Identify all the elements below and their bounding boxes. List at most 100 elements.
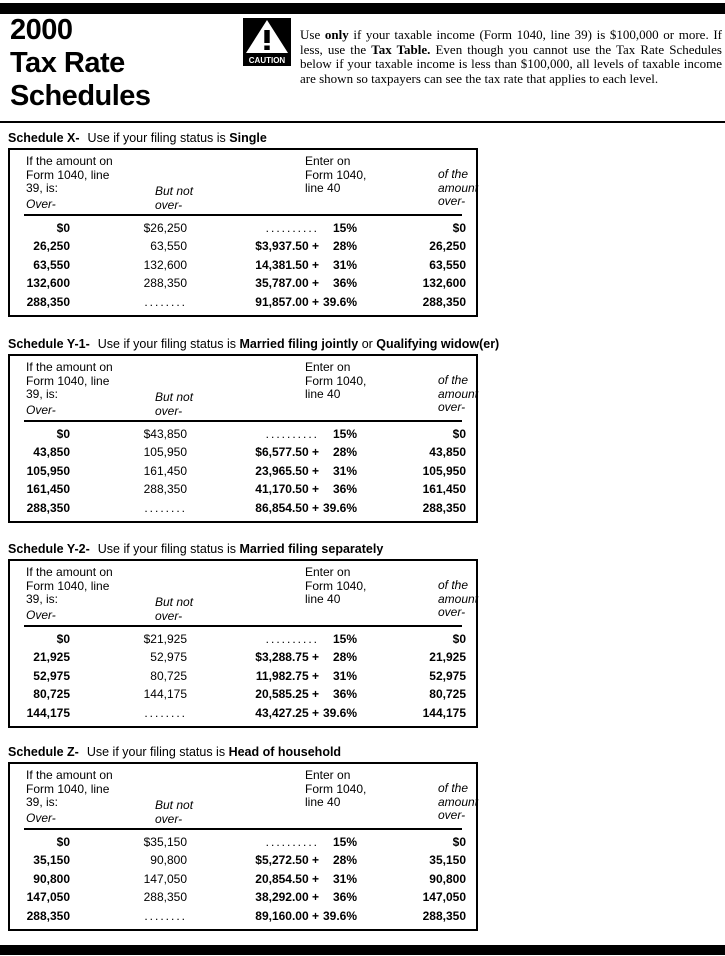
cell-tax-rate: 36% [332, 276, 357, 291]
cell-but-not-over: 52,975 [150, 650, 187, 665]
table-row: 35,150 90,800 $5,272.50 + 28% 35,150 [20, 851, 466, 869]
cell-but-not-over: 80,725 [150, 668, 187, 683]
table-row: 21,925 52,975 $3,288.75 + 28% 21,925 [20, 648, 466, 666]
table-row: 63,550 132,600 14,381.50 + 31% 63,550 [20, 256, 466, 274]
cell-tax-base: $3,288.75 + [255, 650, 319, 665]
cell-over: 43,850 [33, 445, 70, 460]
table-body: $0 $35,150 .......... 15% $0 35,150 90,8… [10, 830, 476, 929]
caution-icon: CAUTION [243, 18, 291, 66]
column-label-enter-on: Enter on Form 1040, line 40 [305, 360, 367, 401]
schedule-label: Schedule Y-1- [8, 337, 90, 351]
schedule-y1-table: If the amount on Form 1040, line 39, is: O… [8, 354, 478, 523]
cell-tax-rate: 28% [332, 853, 357, 868]
cell-of-amount: 288,350 [422, 500, 466, 515]
cell-of-amount: 132,600 [422, 276, 466, 291]
cell-of-amount: 288,350 [422, 294, 466, 309]
cell-tax-rate: 39.6% [322, 294, 357, 309]
schedule-x-table: If the amount on Form 1040, line 39, is: O… [8, 148, 478, 317]
cell-over: 161,450 [26, 482, 70, 497]
cell-over: 35,150 [33, 853, 70, 868]
cell-but-not-over: $26,250 [143, 221, 187, 235]
schedule-label: Schedule X- [8, 131, 80, 145]
cell-over: 21,925 [33, 650, 70, 665]
cell-of-amount: $0 [452, 632, 466, 646]
cell-tax-base: 14,381.50 + [255, 257, 319, 272]
schedule-y1-section: Schedule Y-1- Use if your filing status i… [8, 337, 499, 523]
cell-of-amount: 161,450 [422, 482, 466, 497]
cell-tax-rate: 36% [332, 687, 357, 702]
cell-tax-rate: 15% [332, 632, 357, 646]
cell-of-amount: 90,800 [429, 871, 466, 886]
top-rule-bar [0, 3, 725, 14]
column-label-enter-on: Enter on Form 1040, line 40 [305, 565, 367, 606]
cell-tax-base: 86,854.50 + [255, 500, 319, 515]
cell-of-amount: 63,550 [429, 257, 466, 272]
cell-but-not-over: ........ [144, 908, 187, 923]
cell-over: 63,550 [33, 257, 70, 272]
cell-of-amount: 35,150 [429, 853, 466, 868]
table-body: $0 $26,250 .......... 15% $0 26,250 63,5… [10, 216, 476, 315]
table-header: If the amount on Form 1040, line 39, is: O… [10, 764, 478, 830]
header-separator [24, 625, 462, 627]
cell-tax-rate: 15% [332, 221, 357, 235]
cell-but-not-over: 161,450 [143, 463, 187, 478]
schedule-label: Schedule Y-2- [8, 542, 90, 556]
cell-but-not-over: $43,850 [143, 427, 187, 441]
masthead-divider [0, 121, 725, 123]
table-header: If the amount on Form 1040, line 39, is: O… [10, 356, 479, 422]
cell-tax-rate: 28% [332, 239, 357, 254]
cell-tax-base: 89,160.00 + [255, 908, 319, 923]
cell-tax-rate: 39.6% [322, 908, 357, 923]
cell-but-not-over: 132,600 [143, 257, 187, 272]
cell-tax-base: $6,577.50 + [255, 445, 319, 460]
cell-of-amount: 26,250 [429, 239, 466, 254]
cell-tax-base: 41,170.50 + [255, 482, 319, 497]
column-label-but-not-over: But not over- [155, 798, 194, 826]
table-row: 144,175 ........ 43,427.25 + 39.6% 144,1… [20, 704, 466, 722]
table-row: 288,350 ........ 89,160.00 + 39.6% 288,3… [20, 907, 466, 925]
cell-over: 288,350 [26, 500, 70, 515]
column-label-but-not-over: But not over- [155, 184, 194, 212]
schedule-z-table: If the amount on Form 1040, line 39, is: O… [8, 762, 478, 931]
filing-status-2: Qualifying widow(er) [376, 337, 500, 351]
cell-tax-rate: 36% [332, 482, 357, 497]
schedule-label: Schedule Z- [8, 745, 79, 759]
column-label-but-not-over: But not over- [155, 390, 194, 418]
cell-tax-base: $3,937.50 + [255, 239, 319, 254]
cell-tax-rate: 31% [332, 257, 357, 272]
table-row: 43,850 105,950 $6,577.50 + 28% 43,850 [20, 443, 466, 461]
cell-but-not-over: ........ [144, 705, 187, 720]
cell-tax-base: 20,854.50 + [255, 871, 319, 886]
header-separator [24, 214, 462, 216]
cell-tax-rate: 31% [332, 668, 357, 683]
filing-status: Single [229, 131, 267, 145]
schedule-x-section: Schedule X- Use if your filing status is … [8, 131, 478, 317]
cell-but-not-over: 288,350 [143, 276, 187, 291]
cell-over: 147,050 [26, 890, 70, 905]
table-row: 90,800 147,050 20,854.50 + 31% 90,800 [20, 870, 466, 888]
column-label-over: Over- [26, 811, 56, 825]
title-line-2: Tax Rate [10, 47, 125, 79]
table-body: $0 $21,925 .......... 15% $0 21,925 52,9… [10, 627, 476, 726]
title-line-3: Schedules [10, 80, 151, 112]
column-label-of-amount: of the amount over- [438, 373, 479, 414]
cell-of-amount: 80,725 [429, 687, 466, 702]
column-label-amount: If the amount on Form 1040, line 39, is: [26, 360, 113, 401]
cell-of-amount: $0 [452, 427, 466, 441]
cell-tax-base: .......... [265, 427, 319, 441]
column-label-enter-on: Enter on Form 1040, line 40 [305, 768, 367, 809]
cell-but-not-over: 144,175 [143, 687, 187, 702]
cell-tax-base: 20,585.25 + [255, 687, 319, 702]
cell-but-not-over: 90,800 [150, 853, 187, 868]
intro-paragraph: Use only if your taxable income (Form 10… [300, 27, 722, 86]
cell-tax-base: $5,272.50 + [255, 853, 319, 868]
schedule-y2-heading: Schedule Y-2- Use if your filing status i… [8, 542, 384, 556]
cell-tax-base: .......... [265, 632, 319, 646]
caution-label: CAUTION [249, 56, 286, 65]
cell-tax-rate: 36% [332, 890, 357, 905]
cell-over: $0 [56, 632, 70, 646]
table-row: 161,450 288,350 41,170.50 + 36% 161,450 [20, 480, 466, 498]
table-body: $0 $43,850 .......... 15% $0 43,850 105,… [10, 422, 476, 521]
table-row: $0 $26,250 .......... 15% $0 [20, 219, 466, 237]
cell-over: 288,350 [26, 294, 70, 309]
